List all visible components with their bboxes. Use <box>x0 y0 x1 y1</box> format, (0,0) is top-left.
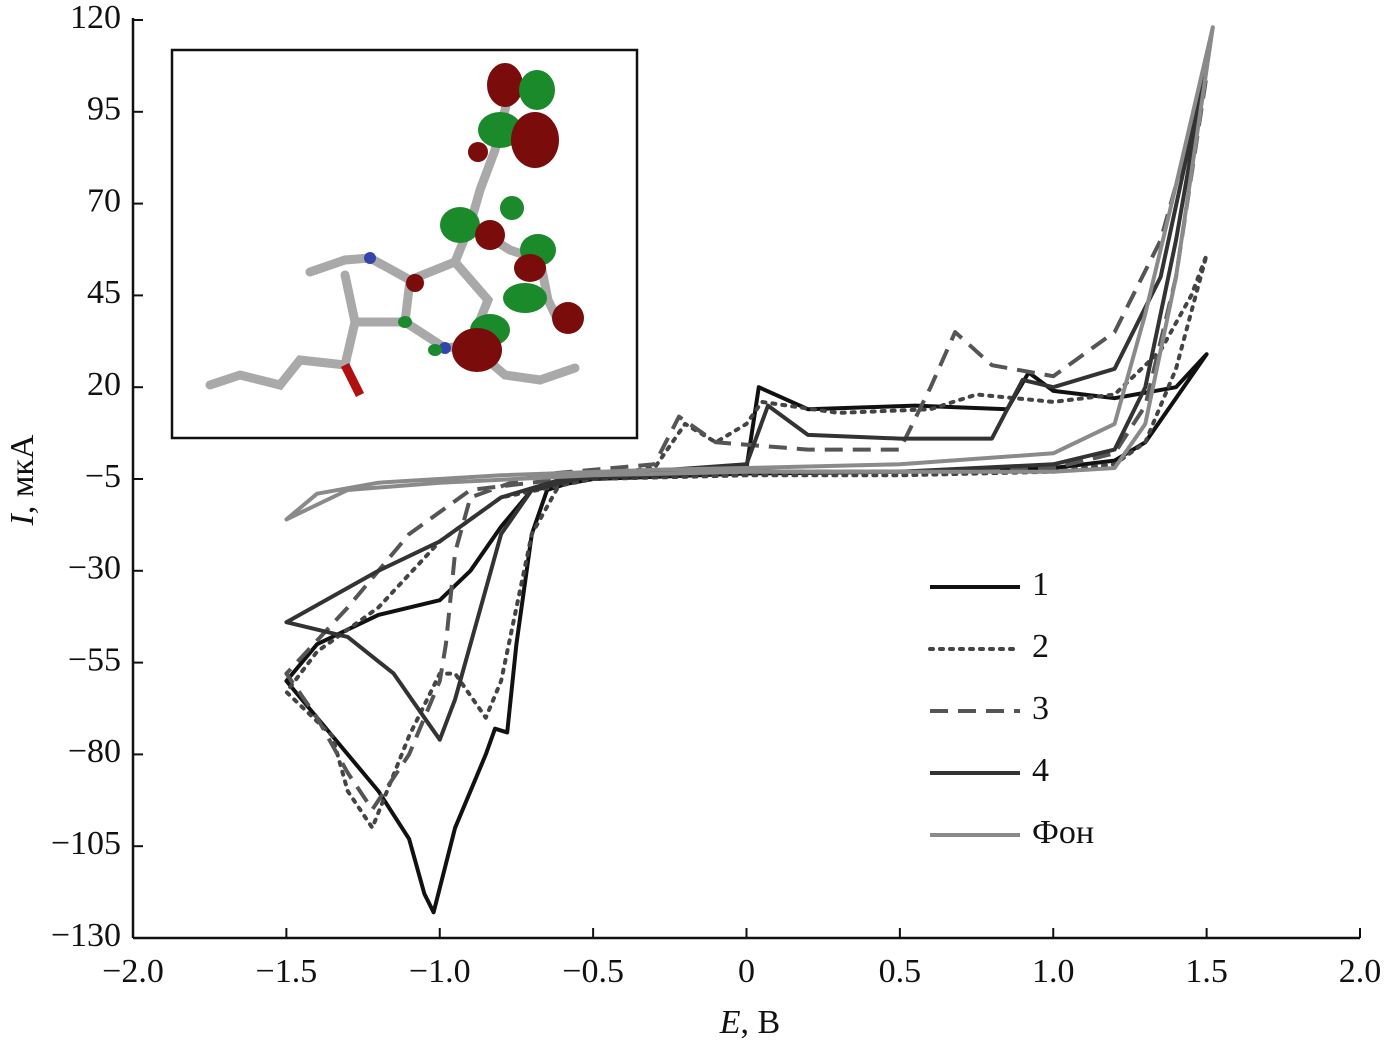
legend-label: Фон <box>1032 814 1094 851</box>
y-axis-label: I, мкА <box>4 434 41 526</box>
y-tick-label: −130 <box>51 917 121 954</box>
series-line <box>284 73 1209 812</box>
x-tick-label: 0 <box>738 953 755 990</box>
y-tick-label: 70 <box>87 182 121 219</box>
legend-label: 2 <box>1032 628 1049 665</box>
legend-label: 1 <box>1032 566 1049 603</box>
y-tick-label: 20 <box>87 366 121 403</box>
y-label-symbol: I <box>4 512 41 526</box>
y-tick-label: −5 <box>85 458 121 495</box>
x-tick-label: 1.0 <box>1032 953 1075 990</box>
x-axis-label: E, В <box>719 1004 780 1041</box>
x-label-unit: , В <box>741 1004 781 1041</box>
x-tick-label: 1.5 <box>1185 953 1228 990</box>
x-label-symbol: E <box>719 1004 741 1041</box>
y-label-unit: , мкА <box>4 434 41 514</box>
series-line <box>284 352 1209 915</box>
x-tick-label: −2.0 <box>102 953 164 990</box>
y-tick-label: −80 <box>68 733 121 770</box>
y-tick-label: 95 <box>87 91 121 128</box>
y-tick-label: −30 <box>68 550 121 587</box>
x-tick-label: −1.5 <box>256 953 318 990</box>
x-tick-label: 0.5 <box>879 953 922 990</box>
x-tick-label: 2.0 <box>1339 953 1382 990</box>
x-tick-label: −0.5 <box>562 953 624 990</box>
y-tick-label: −55 <box>68 641 121 678</box>
y-tick-label: 120 <box>70 0 121 36</box>
legend-label: 4 <box>1032 752 1049 789</box>
series-line <box>284 253 1209 830</box>
inset-image <box>170 48 639 440</box>
legend-label: 3 <box>1032 690 1049 727</box>
x-tick-label: −1.0 <box>409 953 471 990</box>
y-tick-label: −105 <box>51 825 121 862</box>
series-line <box>284 25 1215 522</box>
y-tick-label: 45 <box>87 274 121 311</box>
series-line <box>284 62 1209 742</box>
